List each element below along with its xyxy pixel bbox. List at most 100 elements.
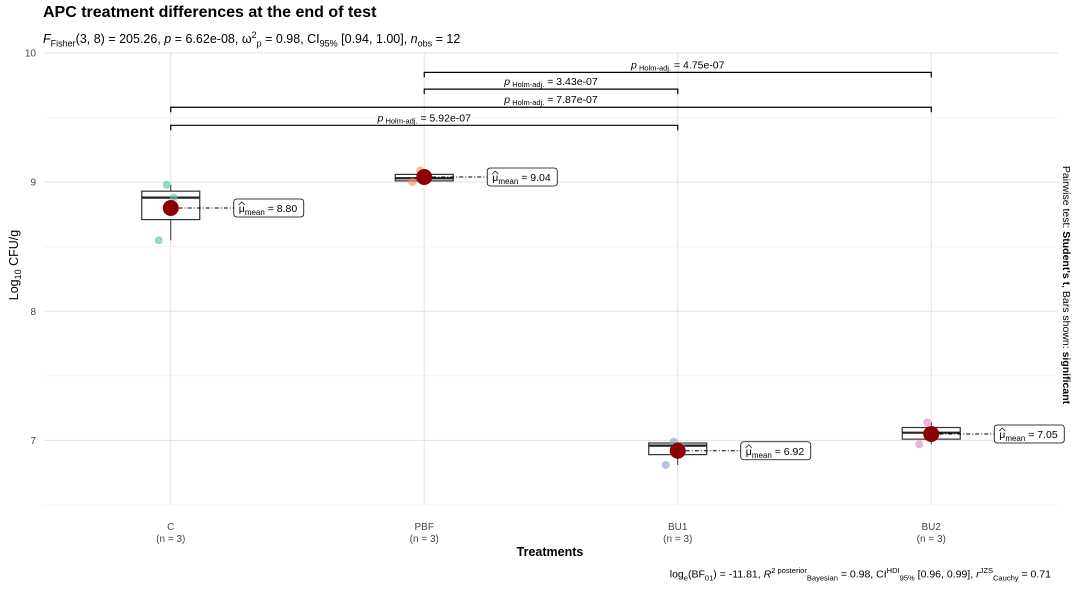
mean-label-box [993, 424, 1065, 444]
mean-label-sub: mean [498, 177, 518, 186]
x-tick-n-label: (n = 3) [917, 534, 946, 545]
mean-label-hat [999, 427, 1006, 432]
data-point [154, 236, 163, 245]
bracket-label: p Holm-adj. = 7.87e-07 [503, 94, 598, 107]
mean-label-value: = 9.04 [518, 172, 551, 184]
caption-r2-sub: Bayesian [806, 573, 838, 583]
bracket-sub: Holm-adj. [510, 98, 544, 107]
mean-label-symbol: μ [239, 203, 245, 215]
mean-label-box [740, 441, 812, 461]
caption-ci-value: [0.96, 0.99], [917, 568, 974, 581]
mean-label-hat [238, 201, 245, 206]
right-label-mid: , Bars shown: [1060, 285, 1072, 352]
bracket-p: p [503, 94, 510, 106]
x-tick-label: C [167, 522, 174, 533]
mean-label-symbol: μ [492, 172, 498, 184]
y-axis-label: Log10 CFU/g [7, 230, 23, 301]
x-tick-n-label: (n = 3) [156, 534, 185, 545]
x-tick-label: PBF [415, 522, 434, 533]
box-group-pbf: μmean = 9.04 [394, 166, 558, 187]
box-group-bu2: μmean = 7.05 [901, 418, 1065, 449]
right-label-prefix: Pairwise test: [1060, 166, 1072, 231]
mean-point [162, 199, 179, 216]
x-tick-label: BU1 [668, 522, 688, 533]
mean-label-sub: mean [752, 451, 772, 460]
bracket-label: p Holm-adj. = 3.43e-07 [503, 76, 598, 89]
caption-ci-sub: 95% [899, 573, 915, 583]
caption-r2-value: = 0.98, CI [840, 568, 887, 581]
y-axis-label-sub: 10 [13, 269, 23, 279]
data-point [162, 180, 171, 189]
x-tick-label: BU2 [922, 522, 942, 533]
bracket-p: p [630, 59, 637, 71]
x-axis: C(n = 3)PBF(n = 3)BU1(n = 3)BU2(n = 3) [156, 522, 946, 545]
bracket-sub: Holm-adj. [637, 63, 671, 72]
bracket-line [170, 106, 932, 113]
caption-r2-label: R [763, 568, 772, 581]
bracket-line [423, 71, 932, 78]
mean-label: μmean = 9.04 [492, 172, 551, 186]
x-tick-n-label: (n = 3) [410, 534, 439, 545]
bracket-sub: Holm-adj. [510, 80, 544, 89]
bracket-label: p Holm-adj. = 4.75e-07 [630, 59, 725, 72]
mean-label-value: = 8.80 [265, 203, 298, 215]
bracket-value: = 3.43e-07 [544, 76, 598, 88]
mean-label-value: = 7.05 [1025, 429, 1058, 441]
caption-r-label: r [976, 568, 980, 581]
subtitle-n-sub: obs [417, 38, 433, 49]
pairwise-bracket: p Holm-adj. = 7.87e-07 [170, 94, 932, 113]
bracket-value: = 7.87e-07 [544, 94, 598, 106]
grid-lines [44, 52, 1058, 506]
y-tick-label: 7 [30, 436, 36, 447]
chart-subtitle: FFisher(3, 8) = 205.26, p = 6.62e-08, ω2… [43, 30, 460, 49]
subtitle-df: (3, 8) [75, 32, 105, 47]
bracket-p: p [377, 112, 384, 124]
mean-label-box [233, 198, 305, 218]
caption-r-value: = 0.71 [1021, 568, 1052, 581]
x-tick-n-label: (n = 3) [663, 534, 692, 545]
mean-label: μmean = 8.80 [239, 203, 298, 217]
data-point [923, 418, 932, 427]
y-axis-label-main: Log [7, 279, 21, 300]
caption-log-label: log [669, 568, 684, 581]
caption-r2-sup: 2 posterior [771, 566, 807, 575]
caption-bf-value: ) = -11.81, [713, 568, 761, 581]
subtitle-effect-value: = 0.98, CI [265, 32, 320, 47]
mean-label-value: = 6.92 [772, 446, 805, 458]
mean-label-hat [745, 444, 752, 449]
subtitle-stat-sub: Fisher [50, 38, 76, 49]
subtitle-effect-sup: 2 [251, 30, 257, 40]
y-axis: 7 8 9 10 [25, 49, 37, 447]
right-label-bars: significant [1060, 352, 1072, 405]
y-tick-label: 8 [30, 307, 36, 318]
bracket-sub: Holm-adj. [383, 116, 417, 125]
y-tick-label: 9 [30, 178, 36, 189]
pairwise-brackets: p Holm-adj. = 4.75e-07p Holm-adj. = 3.43… [170, 59, 932, 131]
bracket-label: p Holm-adj. = 5.92e-07 [377, 112, 472, 125]
pairwise-bracket: p Holm-adj. = 4.75e-07 [423, 59, 932, 78]
mean-point [416, 168, 433, 185]
mean-label-box [486, 167, 558, 187]
bracket-value: = 5.92e-07 [418, 112, 472, 124]
box [141, 190, 201, 221]
mean-point [669, 442, 686, 459]
chart-title: APC treatment differences at the end of … [43, 4, 377, 21]
mean-label: μmean = 7.05 [999, 429, 1058, 443]
subtitle-stat-name: F [43, 32, 51, 47]
data-point [915, 440, 924, 449]
data-point [661, 460, 670, 469]
y-tick-label: 10 [25, 49, 37, 60]
mean-label-symbol: μ [999, 429, 1005, 441]
mean-label-sub: mean [245, 208, 265, 217]
subtitle-p-label: p [164, 32, 172, 47]
subtitle-effect-symbol: ω [241, 32, 252, 47]
subtitle-stat-value: = 205.26, [108, 32, 161, 47]
mean-label: μmean = 6.92 [746, 446, 805, 460]
pairwise-bracket: p Holm-adj. = 5.92e-07 [170, 112, 679, 131]
x-axis-label: Treatments [517, 545, 584, 559]
mean-label-hat [492, 170, 499, 175]
bracket-line [423, 88, 679, 95]
pairwise-test-label: Pairwise test: Student's t, Bars shown: … [1060, 166, 1072, 405]
